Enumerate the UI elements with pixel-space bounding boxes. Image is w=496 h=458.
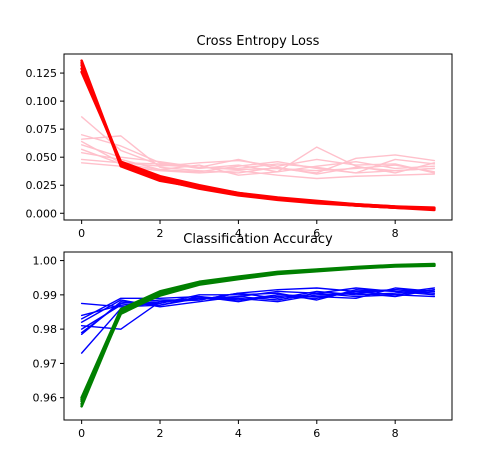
- loss-y-tick-label: 0.125: [26, 67, 58, 80]
- loss-x-tick-label: 0: [78, 227, 85, 240]
- accuracy-series-layer: [80, 262, 436, 408]
- loss-val-line-5: [80, 116, 436, 174]
- accuracy-y-tick-label: 0.98: [33, 323, 58, 336]
- loss-y-tick-label: 0.100: [26, 95, 58, 108]
- loss-axes-frame: [63, 53, 453, 221]
- accuracy-axes-frame: [63, 251, 453, 421]
- accuracy-x-tick-label: 4: [235, 427, 242, 440]
- loss-x-tick-label: 2: [157, 227, 164, 240]
- loss-y-tick-label: 0.075: [26, 123, 58, 136]
- accuracy-x-tick-label: 8: [392, 427, 399, 440]
- accuracy-chart-title: Classification Accuracy: [183, 232, 333, 247]
- loss-val-line-11: [80, 154, 436, 174]
- loss-val-line-7: [80, 135, 436, 175]
- loss-val-line-13: [80, 140, 436, 174]
- accuracy-val-line-9: [80, 289, 436, 330]
- accuracy-x-tick-label: 2: [157, 427, 164, 440]
- loss-y-tick-label: 0.000: [26, 207, 58, 220]
- accuracy-x-tick-label: 6: [313, 427, 320, 440]
- accuracy-ticks: 0 2 4 6 8 0.96 0.97 0.98 0.99 1.00: [33, 255, 399, 440]
- loss-train-line-4: [80, 61, 436, 211]
- loss-y-tick-label: 0.050: [26, 151, 58, 164]
- accuracy-axes: 0 2 4 6 8 0.96 0.97 0.98 0.99 1.00 Classification…: [33, 232, 453, 440]
- loss-series-layer: [80, 59, 436, 212]
- accuracy-x-tick-label: 0: [78, 427, 85, 440]
- accuracy-y-tick-label: 0.96: [33, 392, 58, 405]
- accuracy-y-tick-label: 0.99: [33, 289, 58, 302]
- loss-y-tick-label: 0.025: [26, 179, 58, 192]
- loss-x-tick-label: 6: [313, 227, 320, 240]
- accuracy-y-tick-label: 1.00: [33, 255, 58, 268]
- loss-ticks: 0 2 4 6 8 0.000 0.025 0.050 0.075 0.100 0.125: [26, 67, 399, 240]
- loss-axes: 0 2 4 6 8 0.000 0.025 0.050 0.075 0.100 0.125 Cros…: [26, 34, 453, 240]
- loss-chart-title: Cross Entropy Loss: [197, 34, 320, 49]
- accuracy-y-tick-label: 0.97: [33, 357, 58, 370]
- loss-x-tick-label: 8: [392, 227, 399, 240]
- accuracy-train-line-4: [80, 263, 436, 401]
- loss-x-tick-label: 4: [235, 227, 242, 240]
